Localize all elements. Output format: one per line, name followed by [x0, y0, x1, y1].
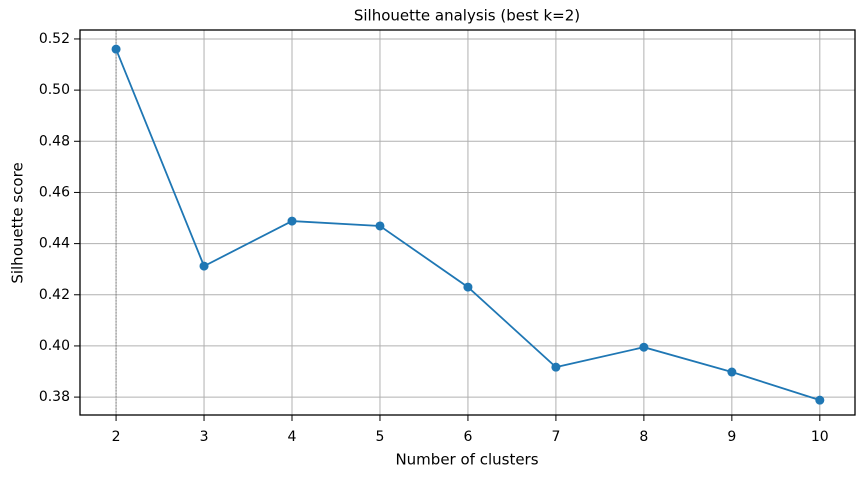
plot-frame	[79, 29, 856, 416]
x-tick-label: 10	[811, 429, 829, 445]
x-tick-label: 2	[112, 429, 121, 445]
x-axis-label: Number of clusters	[395, 451, 538, 469]
x-tick-label: 4	[288, 429, 297, 445]
data-point	[551, 362, 561, 372]
data-point	[727, 367, 737, 377]
x-tick-label: 6	[463, 429, 472, 445]
y-axis-label: Silhouette score	[9, 162, 27, 283]
data-point	[111, 44, 121, 54]
chart-title: Silhouette analysis (best k=2)	[354, 7, 580, 25]
y-tick-label: 0.38	[39, 389, 70, 405]
data-point	[375, 221, 385, 231]
y-tick-label: 0.50	[39, 82, 70, 98]
x-tick-label: 3	[200, 429, 209, 445]
y-tick-label: 0.42	[39, 287, 70, 303]
x-tick-label: 5	[376, 429, 385, 445]
y-tick-label: 0.46	[39, 184, 70, 200]
data-point	[463, 282, 473, 292]
data-point	[287, 216, 297, 226]
y-tick-label: 0.44	[39, 236, 70, 252]
data-point	[199, 261, 209, 271]
data-point	[815, 395, 825, 405]
x-tick-label: 7	[551, 429, 560, 445]
x-tick-label: 8	[639, 429, 648, 445]
y-tick-label: 0.48	[39, 133, 70, 149]
y-tick-label: 0.52	[39, 31, 70, 47]
x-tick-label: 9	[727, 429, 736, 445]
y-tick-label: 0.40	[39, 338, 70, 354]
data-point	[639, 342, 649, 352]
